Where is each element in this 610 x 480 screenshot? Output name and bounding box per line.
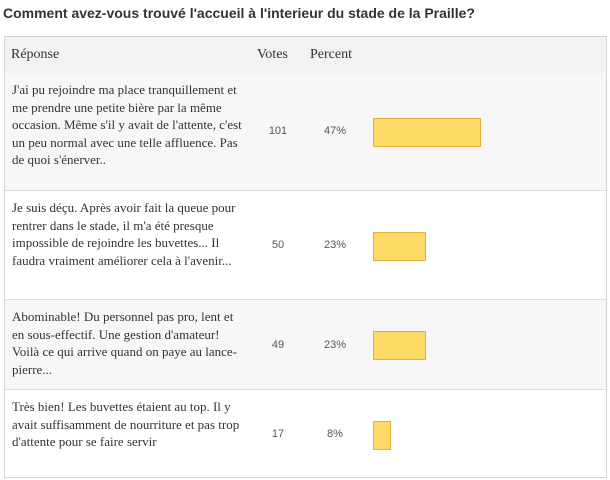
table-row: Très bien! Les buvettes étaient au top. … xyxy=(5,390,606,477)
vote-count: 17 xyxy=(271,428,285,440)
table-header: Réponse Votes Percent xyxy=(5,37,606,74)
vote-percent: 23% xyxy=(323,339,347,351)
vote-count: 101 xyxy=(268,125,288,137)
answer-text: J'ai pu rejoindre ma place tranquillemen… xyxy=(12,82,242,167)
answer-text: Très bien! Les buvettes étaient au top. … xyxy=(12,399,240,449)
result-bar-track xyxy=(373,421,603,450)
answer-text: Je suis déçu. Après avoir fait la queue … xyxy=(12,200,236,268)
poll-question: Comment avez-vous trouvé l'accueil à l'i… xyxy=(3,5,475,21)
header-percent: Percent xyxy=(310,47,352,62)
vote-percent: 23% xyxy=(323,239,347,251)
result-bar xyxy=(373,331,426,360)
result-bar-track xyxy=(373,331,603,360)
poll-results-table: Réponse Votes Percent J'ai pu rejoindre … xyxy=(4,36,607,478)
result-bar xyxy=(373,118,481,147)
result-bar xyxy=(373,232,426,261)
header-answer: Réponse xyxy=(11,47,60,62)
result-bar-track xyxy=(373,232,603,261)
vote-percent: 8% xyxy=(327,428,343,440)
result-bar xyxy=(373,421,391,450)
vote-count: 50 xyxy=(271,239,285,251)
vote-count: 49 xyxy=(271,339,285,351)
header-votes: Votes xyxy=(257,47,288,62)
answer-text: Abominable! Du personnel pas pro, lent e… xyxy=(12,309,237,377)
table-row: Abominable! Du personnel pas pro, lent e… xyxy=(5,300,606,390)
table-row: J'ai pu rejoindre ma place tranquillemen… xyxy=(5,73,606,191)
table-row: Je suis déçu. Après avoir fait la queue … xyxy=(5,191,606,300)
vote-percent: 47% xyxy=(323,125,347,137)
result-bar-track xyxy=(373,118,603,147)
